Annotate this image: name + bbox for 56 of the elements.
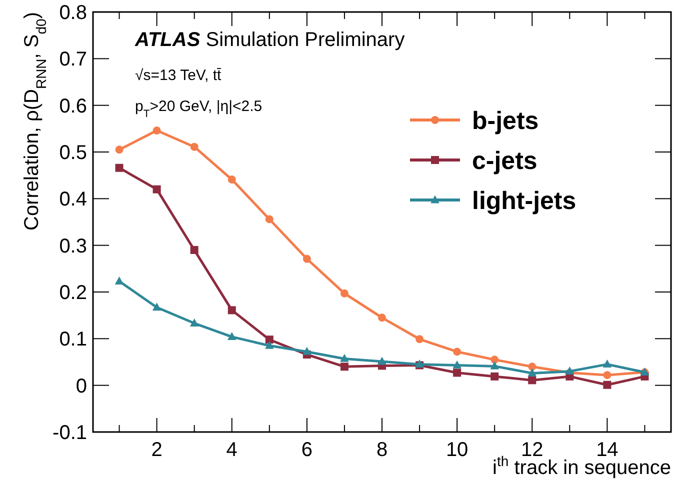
point [190,142,198,151]
point [152,126,161,135]
legend-label: b-jets [472,107,539,135]
x-tick-label: 6 [301,439,312,461]
point [265,215,274,224]
point [340,289,348,298]
y-tick-label: -0.1 [52,422,87,444]
point [302,254,311,263]
y-tick-label: 0.7 [59,48,87,71]
legend-label: c-jets [472,147,538,175]
y-tick-label: 0.6 [59,95,87,118]
point [490,356,499,364]
point [340,362,348,371]
y-tick-label: 0.8 [59,2,87,24]
point [340,354,349,362]
y-tick-label: 0.4 [59,188,87,211]
x-tick-label: 2 [151,439,162,461]
annotation: p$_{T}$>20 GeV, |η|<2.5 [135,98,262,120]
point [152,185,161,194]
point [490,372,499,380]
point [152,302,162,311]
point [190,318,199,326]
point [452,360,462,368]
x-tick-label: 8 [376,439,388,461]
point [528,368,537,376]
annotation: ATLAS Simulation Preliminary [134,29,405,51]
x-tick-label: 14 [596,439,618,461]
point [115,146,124,154]
point [190,246,198,254]
point [228,176,236,184]
y-tick-label: 0.1 [59,328,87,351]
point [602,360,612,368]
point [265,336,274,344]
point [528,362,536,371]
y-tick-label: 0.5 [59,142,87,164]
point [378,356,386,365]
point [228,306,236,314]
legend-label: light-jets [472,187,576,215]
point [490,361,499,370]
point [115,164,124,172]
point [453,368,462,377]
y-tick-label: 0.2 [59,282,87,304]
y-tick-label: 0 [76,375,87,398]
x-tick-label: 10 [446,439,468,461]
point [416,335,424,344]
point [603,371,612,380]
point [302,346,312,355]
point [378,314,386,322]
point [453,348,462,356]
point [227,332,236,340]
point [265,340,274,349]
point [603,380,612,389]
point [528,376,536,384]
annotation: √s=13 TeV, tt̄ [135,67,222,84]
x-tick-label: 4 [226,439,238,461]
y-tick-label: 0.3 [59,235,87,258]
